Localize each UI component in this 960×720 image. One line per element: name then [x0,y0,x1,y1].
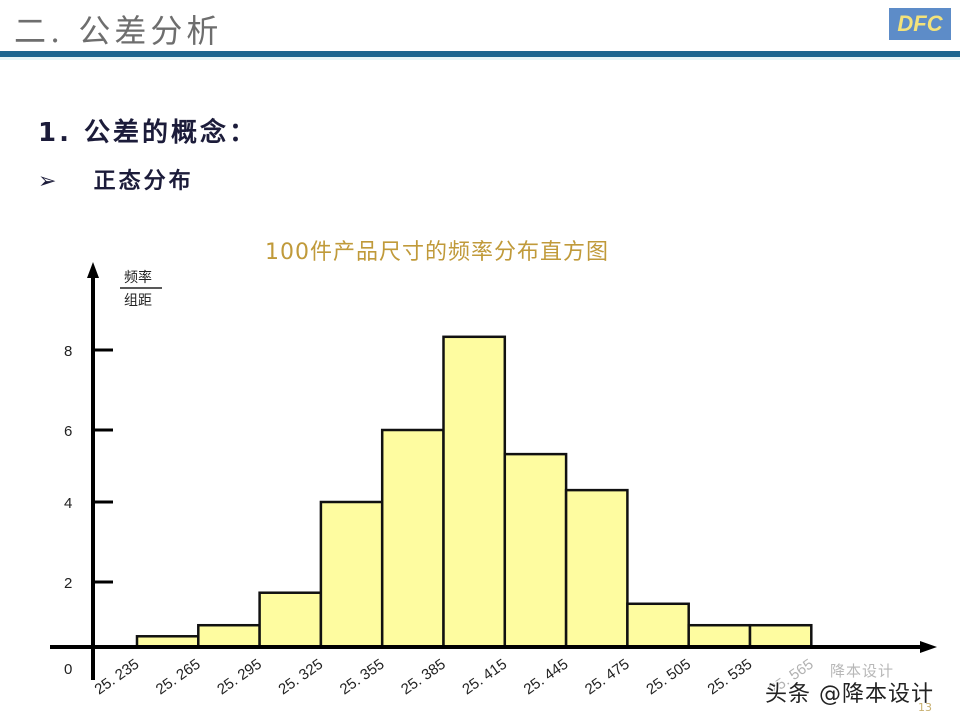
histogram-bar [380,428,445,649]
y-tick-label: 6 [64,423,72,440]
chart-title: 100件产品尺寸的频率分布直方图 [265,240,609,265]
header-rule [0,51,960,57]
histogram-bar [197,623,261,649]
bullet-item: ➢ 正态分布 [38,163,194,195]
x-tick-label: 25. 505 [643,656,694,699]
arrow-bullet-icon: ➢ [38,169,57,194]
histogram-bar [564,488,629,649]
x-tick-label: 25. 235 [92,656,143,699]
header-rule-shadow [0,57,960,60]
histogram-bar [748,623,813,649]
watermark: 头条 @降本设计 [765,682,934,707]
y-label-denominator: 组距 [124,293,152,309]
histogram-bar [687,623,752,649]
x-tick-label: 25. 415 [459,656,510,699]
bullet-text: 正态分布 [93,169,194,194]
x-tick-label: 25. 265 [153,656,204,699]
section-heading: 1. 公差的概念： [38,118,259,148]
y-tick-label: 2 [64,575,72,592]
y-axis-arrow-icon [87,262,99,278]
x-tick-labels: 25. 235 25. 265 25. 295 25. 325 25. 355 25. 3… [92,656,817,699]
x-tick-label: 25. 355 [337,656,388,699]
dfc-logo: DFC [889,8,951,40]
histogram-bar [442,335,507,649]
x-axis-arrow-icon [920,641,937,653]
x-tick-label: 25. 445 [521,656,572,699]
y-label-numerator: 频率 [124,269,152,286]
x-tick-label: 25. 475 [582,656,633,699]
x-tick-label: 25. 295 [214,656,265,699]
page-number: 13 [918,701,932,714]
slide-title: 二. 公差分析 [14,12,223,50]
y-tick-label: 4 [64,495,72,512]
watermark-faint: 降本设计 [830,662,895,680]
histogram-bar [258,591,323,649]
y-tick-label: 0 [64,661,72,678]
y-ticks: 0 2 4 6 8 [64,343,113,678]
x-tick-label: 25. 325 [275,656,326,699]
histogram-bar [503,452,568,649]
x-tick-label: 25. 535 [705,656,756,699]
histogram-bar [319,500,384,649]
x-tick-label: 25. 385 [398,656,449,699]
histogram-bar [626,602,690,649]
histogram-bars [135,335,813,649]
y-tick-label: 8 [64,343,72,360]
